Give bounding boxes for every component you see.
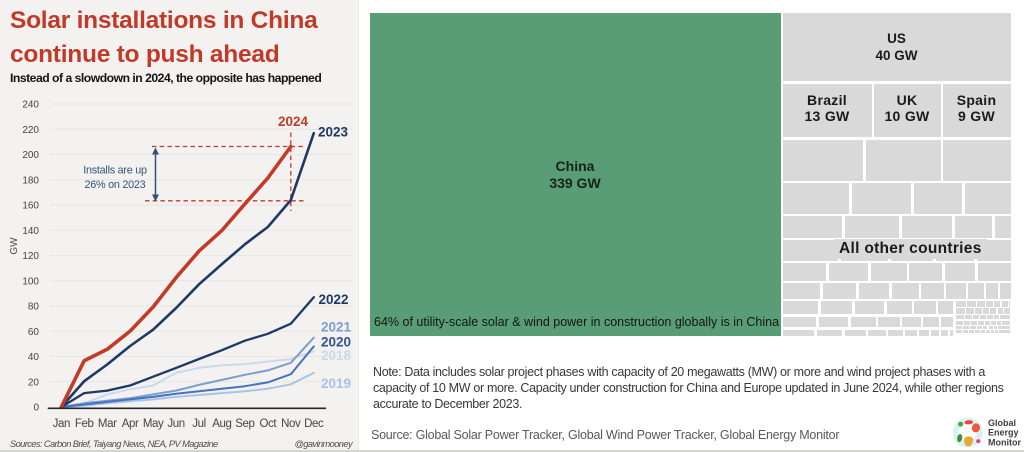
svg-text:Mar: Mar [98,418,117,430]
svg-text:@gavinmooney: @gavinmooney [294,439,353,449]
svg-text:Sources: Carbon Brief, Taiyang: Sources: Carbon Brief, Taiyang News, NEA… [10,439,218,449]
svg-text:240: 240 [22,100,39,111]
svg-text:200: 200 [22,150,39,161]
svg-text:120: 120 [22,251,39,262]
svg-text:26% on 2023: 26% on 2023 [85,179,146,191]
svg-text:0: 0 [33,403,39,414]
svg-text:Dec: Dec [304,418,324,430]
svg-text:2024: 2024 [278,114,309,129]
svg-text:2018: 2018 [321,348,352,363]
svg-text:Monitor: Monitor [988,437,1021,447]
svg-text:140: 140 [22,226,39,237]
svg-text:Oct: Oct [259,418,277,430]
svg-text:Global: Global [988,418,1016,428]
svg-text:2023: 2023 [318,125,349,140]
svg-text:Jan: Jan [53,418,70,430]
svg-text:Apr: Apr [122,418,139,430]
svg-text:180: 180 [22,175,39,186]
svg-text:Sep: Sep [235,418,254,430]
svg-text:100: 100 [22,276,39,287]
svg-text:160: 160 [22,201,39,212]
svg-text:Energy: Energy [988,428,1019,438]
svg-text:Feb: Feb [75,418,94,430]
svg-text:Nov: Nov [281,418,301,430]
svg-text:80: 80 [28,302,40,313]
svg-text:Jun: Jun [167,418,184,430]
svg-text:20: 20 [28,377,40,388]
svg-text:60: 60 [28,327,40,338]
svg-text:2021: 2021 [321,320,352,335]
svg-text:2019: 2019 [321,376,351,391]
svg-text:Installs are up: Installs are up [83,165,147,177]
svg-text:May: May [143,418,164,430]
svg-text:40: 40 [28,352,40,363]
svg-text:GW: GW [9,237,20,255]
svg-text:2022: 2022 [319,292,349,307]
svg-text:Aug: Aug [212,418,231,430]
svg-text:220: 220 [22,125,39,136]
svg-text:Jul: Jul [192,418,206,430]
svg-text:2020: 2020 [321,335,351,350]
